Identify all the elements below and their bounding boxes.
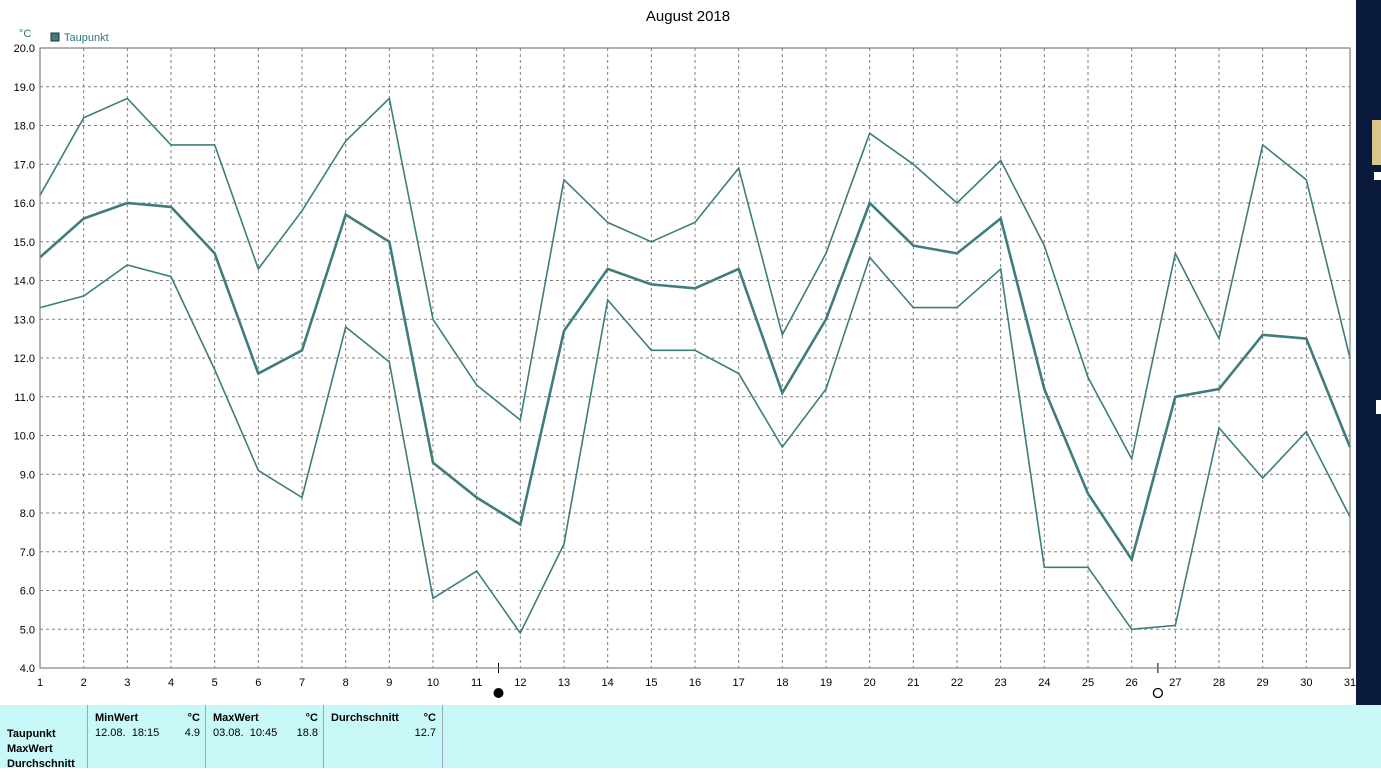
x-tick-label: 19 — [820, 677, 832, 689]
y-tick-label: 19.0 — [14, 82, 35, 94]
x-tick-label: 2 — [81, 677, 87, 689]
min-datetime: 12.08. 18:15 — [95, 727, 160, 739]
x-tick-label: 11 — [471, 677, 482, 689]
x-tick-label: 31 — [1344, 677, 1356, 689]
x-tick-label: 13 — [558, 677, 570, 689]
y-tick-label: 20.0 — [14, 43, 35, 55]
y-tick-label: 9.0 — [20, 469, 35, 481]
x-tick-label: 28 — [1213, 677, 1225, 689]
desktop-background-edge — [1356, 0, 1381, 705]
max-unit: °C — [305, 712, 318, 724]
x-tick-label: 18 — [776, 677, 788, 689]
x-tick-label: 6 — [255, 677, 261, 689]
grid — [40, 48, 1350, 668]
max-header: MaxWert — [213, 712, 259, 724]
y-tick-label: 17.0 — [14, 159, 35, 171]
y-tick-label: 6.0 — [20, 586, 35, 598]
mean-value: 12.7 — [414, 727, 436, 739]
x-tick-label: 25 — [1082, 677, 1094, 689]
x-tick-label: 23 — [995, 677, 1007, 689]
x-tick-label: 30 — [1300, 677, 1312, 689]
plot-frame — [39, 47, 1351, 669]
stats-column-max: MaxWert °C 03.08. 10:45 18.8 — [205, 705, 324, 768]
row-label-maxwert: MaxWert — [7, 743, 53, 755]
series-line-min — [39, 255, 1351, 635]
x-tick-label: 21 — [907, 677, 919, 689]
x-tick-label: 26 — [1126, 677, 1138, 689]
y-tick-label: 16.0 — [14, 198, 35, 210]
stats-row-labels: Taupunkt MaxWert Durchschnitt — [7, 727, 75, 772]
x-tick-label: 5 — [212, 677, 218, 689]
mean-unit: °C — [423, 712, 436, 724]
y-tick-label: 15.0 — [14, 237, 35, 249]
x-tick-label: 1 — [37, 677, 43, 689]
dew-point-chart: August 2018 °C Taupunkt 4.0 5.0 6.0 7.0 8.0 9… — [14, 8, 1356, 699]
mean-header: Durchschnitt — [331, 712, 399, 724]
x-tick-label: 15 — [645, 677, 657, 689]
x-tick-label: 12 — [514, 677, 526, 689]
series-lines — [39, 96, 1352, 635]
legend-label: Taupunkt — [64, 32, 109, 44]
y-tick-label: 7.0 — [20, 547, 35, 559]
y-axis-ticks: 4.0 5.0 6.0 7.0 8.0 9.0 10.0 11.0 12.0 13.0 14.0 15… — [14, 43, 35, 675]
moon-phase-markers — [493, 663, 1164, 699]
x-axis-ticks: 1 2 3 4 5 6 7 8 9 10 11 12 13 14 15 16 17 18 19 20 21 22 23 24 2… — [37, 677, 1356, 689]
y-tick-label: 18.0 — [14, 121, 35, 133]
max-datetime: 03.08. 10:45 — [213, 727, 278, 739]
x-tick-label: 16 — [689, 677, 701, 689]
statistics-panel: Taupunkt MaxWert Durchschnitt MinWert °C… — [0, 705, 1381, 770]
x-tick-label: 4 — [168, 677, 174, 689]
legend-swatch-icon — [50, 32, 60, 42]
chart-title: August 2018 — [646, 8, 730, 25]
x-tick-label: 3 — [124, 677, 130, 689]
x-tick-label: 20 — [864, 677, 876, 689]
row-label-durchschnitt: Durchschnitt — [7, 758, 75, 770]
stats-column-min: MinWert °C 12.08. 18:15 4.9 — [87, 705, 206, 768]
new-moon-icon — [1152, 687, 1164, 699]
y-unit-label: °C — [19, 28, 31, 40]
min-value: 4.9 — [184, 727, 200, 739]
x-tick-label: 9 — [386, 677, 392, 689]
series-line-max — [39, 96, 1351, 462]
full-moon-icon — [493, 688, 504, 698]
stats-column-mean: Durchschnitt °C 12.7 — [323, 705, 443, 768]
desktop-icon-fragment — [1376, 400, 1381, 414]
y-tick-label: 11.0 — [14, 392, 35, 404]
x-tick-label: 10 — [427, 677, 439, 689]
desktop-icon-fragment — [1372, 120, 1381, 165]
y-tick-label: 13.0 — [14, 314, 35, 326]
x-tick-label: 27 — [1169, 677, 1181, 689]
x-tick-label: 22 — [951, 677, 963, 689]
y-tick-label: 14.0 — [14, 276, 35, 288]
x-tick-label: 17 — [733, 677, 745, 689]
series-line-mean — [39, 200, 1352, 563]
y-tick-label: 8.0 — [20, 508, 35, 520]
x-tick-label: 24 — [1038, 677, 1050, 689]
x-tick-label: 29 — [1257, 677, 1269, 689]
x-tick-label: 14 — [602, 677, 614, 689]
y-tick-label: 4.0 — [20, 663, 35, 675]
row-label-taupunkt: Taupunkt — [7, 728, 56, 740]
x-tick-label: 8 — [343, 677, 349, 689]
y-tick-label: 12.0 — [14, 353, 35, 365]
y-tick-label: 10.0 — [14, 431, 35, 443]
min-unit: °C — [187, 712, 200, 724]
desktop-icon-fragment — [1374, 172, 1381, 180]
y-tick-label: 5.0 — [20, 624, 35, 636]
max-value: 18.8 — [296, 727, 318, 739]
min-header: MinWert — [95, 712, 139, 724]
x-tick-label: 7 — [299, 677, 305, 689]
